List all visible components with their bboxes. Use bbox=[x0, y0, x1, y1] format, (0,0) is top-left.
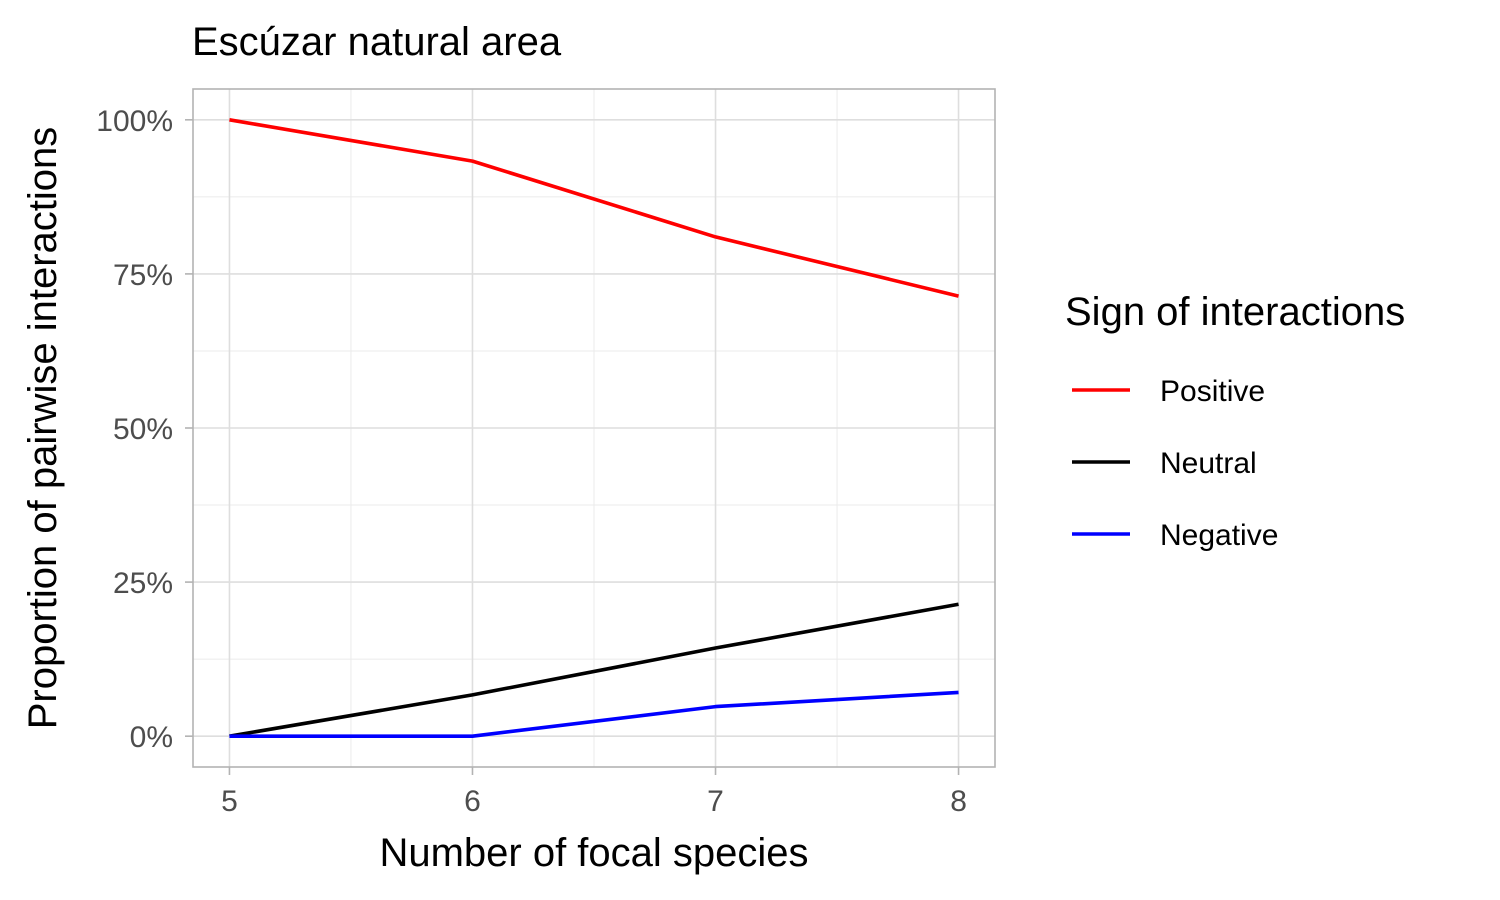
legend-label-negative: Negative bbox=[1160, 519, 1278, 552]
y-tick-label: 100% bbox=[96, 105, 173, 138]
legend-label-neutral: Neutral bbox=[1160, 447, 1257, 480]
legend-label-positive: Positive bbox=[1160, 375, 1265, 408]
grid-lines bbox=[193, 89, 995, 767]
y-tick-label: 75% bbox=[113, 259, 173, 292]
legend-items: Positive Neutral Negative bbox=[1072, 375, 1278, 552]
y-tick-label: 50% bbox=[113, 413, 173, 446]
legend-title: Sign of interactions bbox=[1065, 290, 1405, 334]
series-lines bbox=[229, 118, 959, 738]
x-tick-label: 6 bbox=[464, 785, 481, 818]
series-line-neutral bbox=[229, 602, 959, 738]
legend: Sign of interactions Positive Neutral Nega… bbox=[1065, 290, 1405, 552]
y-axis-title: Proportion of pairwise interactions bbox=[21, 127, 65, 730]
x-tick-label: 7 bbox=[707, 785, 724, 818]
x-tick-label: 8 bbox=[950, 785, 967, 818]
chart-title: Escúzar natural area bbox=[192, 20, 562, 64]
series-line-positive bbox=[229, 118, 959, 298]
x-axis-title: Number of focal species bbox=[379, 831, 808, 875]
y-tick-label: 0% bbox=[130, 721, 173, 754]
series-line-negative bbox=[229, 690, 959, 738]
y-tick-label: 25% bbox=[113, 567, 173, 600]
x-tick-label: 5 bbox=[221, 785, 238, 818]
axis-ticks: 5 6 7 8 0% 25% 50% 75% 100% bbox=[96, 105, 967, 818]
